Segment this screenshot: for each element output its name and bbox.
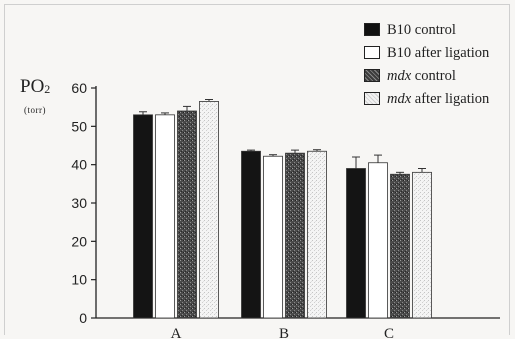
- legend-item-b10-control: B10 control: [364, 18, 489, 41]
- bar-mdx-control-a: [177, 110, 197, 319]
- legend-swatch-mdx-control: [364, 69, 380, 82]
- y-tick-label: 10: [71, 272, 87, 288]
- legend-item-mdx-after-ligation: mdx after ligation: [364, 87, 489, 110]
- y-axis-label: PO2: [20, 76, 50, 98]
- bar-b10-control-c: [346, 168, 366, 319]
- legend-swatch-b10-control: [364, 23, 380, 36]
- bar-b10-control-a: [133, 114, 153, 319]
- y-tick-label: 30: [71, 195, 87, 211]
- legend-label-b10-control: B10 control: [387, 21, 456, 38]
- legend-swatch-b10-after-ligation: [364, 46, 380, 59]
- x-tick-label-c: C: [384, 326, 394, 339]
- legend-item-mdx-control: mdx control: [364, 64, 489, 87]
- legend: B10 control B10 after ligation mdx contr…: [364, 18, 489, 110]
- figure-frame: [4, 4, 510, 335]
- bar-mdx-control-b: [285, 152, 305, 319]
- y-tick-label: 0: [79, 310, 87, 326]
- bar-b10-after-ligation-a: [155, 114, 175, 319]
- bar-b10-after-ligation-b: [263, 155, 283, 319]
- bars-group: [133, 99, 432, 319]
- x-tick-label-a: A: [171, 326, 182, 339]
- legend-label-b10-after-ligation: B10 after ligation: [387, 44, 490, 61]
- y-tick-label: 50: [71, 118, 87, 134]
- legend-swatch-mdx-after-ligation: [364, 92, 380, 105]
- y-axis-unit: (torr): [24, 105, 46, 115]
- legend-label-mdx-after-ligation: mdx after ligation: [387, 90, 490, 107]
- bar-b10-after-ligation-c: [368, 162, 388, 319]
- legend-item-b10-after-ligation: B10 after ligation: [364, 41, 489, 64]
- x-tick-label-b: B: [279, 326, 289, 339]
- y-tick-label: 20: [71, 233, 87, 249]
- bar-mdx-after-ligation-a: [199, 101, 219, 319]
- bar-mdx-after-ligation-c: [412, 171, 432, 319]
- y-axis-label-main: PO: [20, 76, 45, 97]
- bar-mdx-after-ligation-b: [307, 150, 327, 319]
- y-axis-label-subscript: 2: [44, 82, 51, 96]
- y-tick-label: 40: [71, 157, 87, 173]
- y-tick-label: 60: [71, 80, 87, 96]
- legend-label-mdx-control: mdx control: [387, 67, 456, 84]
- bar-mdx-control-c: [390, 173, 410, 319]
- bar-b10-control-b: [241, 150, 261, 319]
